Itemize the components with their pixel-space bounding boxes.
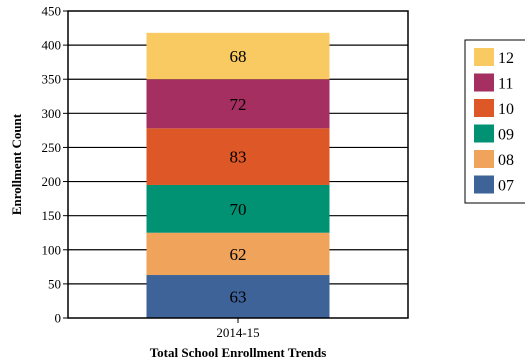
y-tick-label: 350	[42, 72, 62, 87]
y-axis-title: Enrollment Count	[9, 113, 24, 215]
y-tick-label: 200	[42, 174, 62, 189]
legend-swatch-08	[474, 150, 494, 168]
data-label-12: 68	[230, 47, 247, 66]
y-tick-label: 50	[48, 276, 61, 291]
bar-segment-09	[146, 184, 330, 233]
y-tick-label: 100	[42, 242, 62, 257]
bar-segment-11	[146, 79, 330, 129]
bar-segment-08	[146, 232, 330, 276]
legend-swatch-12	[474, 48, 494, 66]
legend-swatch-10	[474, 99, 494, 117]
y-tick-label: 150	[42, 208, 62, 223]
legend: 12 11 10 09 08 07	[464, 39, 525, 204]
y-tick-label: 250	[42, 140, 62, 155]
y-axis-ticks: 0 50 100 150 200 250 300 350 400 450	[42, 4, 68, 326]
legend-label-10: 10	[498, 101, 514, 118]
y-tick-label: 450	[42, 4, 62, 19]
data-label-07: 63	[230, 288, 247, 307]
legend-label-11: 11	[498, 76, 513, 93]
data-label-11: 72	[230, 95, 247, 114]
legend-label-07: 07	[498, 178, 514, 195]
legend-swatch-11	[474, 73, 494, 92]
y-tick-label: 300	[42, 106, 62, 121]
bar-segments: 63 62 70 83 72 68	[146, 32, 330, 318]
bar-segment-10	[146, 128, 330, 185]
legend-label-09: 09	[498, 127, 514, 144]
legend-label-08: 08	[498, 152, 514, 169]
x-tick-label: 2014-15	[216, 325, 259, 340]
data-label-08: 62	[230, 245, 247, 264]
bar-segment-12	[146, 32, 330, 80]
data-label-09: 70	[230, 200, 247, 219]
data-label-10: 83	[230, 148, 247, 167]
legend-swatch-09	[474, 124, 494, 143]
legend-swatch-07	[474, 175, 494, 194]
legend-label-12: 12	[498, 50, 514, 67]
x-axis-ticks: 2014-15	[216, 318, 260, 340]
bar-segment-07	[146, 275, 330, 318]
x-axis-title: Total School Enrollment Trends	[150, 345, 327, 360]
y-tick-label: 400	[42, 38, 62, 53]
y-tick-label: 0	[55, 311, 62, 326]
